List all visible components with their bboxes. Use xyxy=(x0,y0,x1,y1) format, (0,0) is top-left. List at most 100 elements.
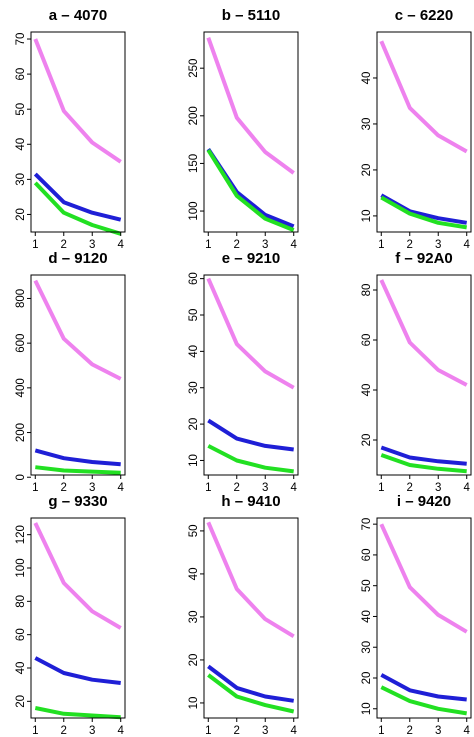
middle-series-line xyxy=(207,418,294,452)
x-tick-label: 1 xyxy=(32,725,38,737)
y-tick-label: 20 xyxy=(15,695,27,708)
y-tick-label: 40 xyxy=(361,384,373,397)
x-tick-label: 2 xyxy=(61,725,67,737)
x-tick-label: 1 xyxy=(378,482,384,494)
y-tick-label: 50 xyxy=(361,579,373,592)
middle-series-line xyxy=(207,664,294,703)
y-tick-label: 400 xyxy=(15,378,27,397)
x-tick-label: 1 xyxy=(205,482,211,494)
y-tick-label: 100 xyxy=(188,201,200,220)
y-tick-label: 20 xyxy=(361,164,373,177)
plot-frame xyxy=(203,517,299,719)
upper-series-line xyxy=(33,38,122,164)
lower-series-line xyxy=(206,149,295,232)
x-tick-label: 2 xyxy=(407,239,413,251)
x-tick-label: 2 xyxy=(407,482,413,494)
lower-series-line xyxy=(207,673,295,714)
y-tick-label: 50 xyxy=(188,525,200,538)
plot-frame xyxy=(30,517,126,719)
y-tick-label: 10 xyxy=(361,210,373,223)
x-tick-label: 4 xyxy=(118,482,125,494)
upper-series-line xyxy=(206,277,295,390)
x-tick-label: 4 xyxy=(118,239,125,251)
x-tick-label: 3 xyxy=(262,482,268,494)
y-tick-label: 10 xyxy=(188,454,200,467)
lower-series-line xyxy=(35,465,121,475)
upper-series-line xyxy=(33,279,122,381)
y-tick-label: 30 xyxy=(15,173,27,186)
y-tick-label: 30 xyxy=(188,381,200,394)
lower-series-line xyxy=(380,453,467,474)
panel-7: g – 9330 1 2 3 4 20 40 60 80 100 120 xyxy=(15,493,126,737)
y-tick-label: 30 xyxy=(361,118,373,131)
middle-series-line xyxy=(380,445,467,466)
lower-series-line xyxy=(380,685,468,716)
y-tick-label: 20 xyxy=(361,434,373,447)
y-tick-label: 70 xyxy=(361,518,373,531)
y-tick-label: 80 xyxy=(361,284,373,297)
y-tick-label: 40 xyxy=(361,72,373,85)
y-tick-label: 50 xyxy=(15,103,27,116)
panel-8: h – 9410 1 2 3 4 10 20 30 40 50 xyxy=(188,493,299,737)
plot-frame xyxy=(376,517,472,719)
y-tick-label: 150 xyxy=(188,154,200,173)
y-tick-label: 60 xyxy=(15,628,27,641)
y-tick-label: 10 xyxy=(361,702,373,715)
y-tick-label: 60 xyxy=(15,68,27,81)
panel-title: a – 4070 xyxy=(49,7,107,24)
y-tick-label: 40 xyxy=(188,568,200,581)
x-tick-label: 2 xyxy=(61,482,67,494)
x-tick-label: 4 xyxy=(464,725,471,737)
x-tick-label: 1 xyxy=(205,239,211,251)
y-tick-label: 30 xyxy=(188,611,200,624)
y-tick-label: 120 xyxy=(15,525,27,544)
y-tick-label: 20 xyxy=(361,672,373,685)
panel-title: h – 9410 xyxy=(221,493,280,510)
y-tick-label: 70 xyxy=(15,33,27,46)
panel-1: a – 4070 1 2 3 4 20 30 40 50 60 70 xyxy=(15,7,126,251)
upper-series-line xyxy=(206,37,295,175)
y-tick-label: 40 xyxy=(361,610,373,623)
plot-frame xyxy=(203,274,299,476)
panel-3: c – 6220 1 2 3 4 10 20 30 40 xyxy=(361,7,472,251)
y-tick-label: 800 xyxy=(15,289,27,308)
lower-series-line xyxy=(380,195,468,230)
upper-series-line xyxy=(379,523,468,634)
x-tick-label: 4 xyxy=(291,482,298,494)
y-tick-label: 40 xyxy=(15,662,27,675)
panel-title: g – 9330 xyxy=(48,493,107,510)
panel-title: c – 6220 xyxy=(395,7,453,24)
x-tick-label: 2 xyxy=(407,725,413,737)
y-tick-label: 40 xyxy=(15,138,27,151)
x-tick-label: 3 xyxy=(89,239,95,251)
panel-title: b – 5110 xyxy=(222,7,280,24)
middle-series-line xyxy=(34,448,121,467)
lower-series-line xyxy=(33,181,122,236)
y-tick-label: 20 xyxy=(15,208,27,221)
y-tick-label: 60 xyxy=(361,334,373,347)
plot-frame xyxy=(376,31,472,233)
panel-2: b – 5110 1 2 3 4 100 150 200 250 xyxy=(188,7,299,251)
y-tick-label: 250 xyxy=(188,59,200,78)
plot-frame xyxy=(376,274,472,476)
upper-series-line xyxy=(379,279,468,387)
panel-title: e – 9210 xyxy=(222,250,280,267)
x-tick-label: 3 xyxy=(262,725,268,737)
x-tick-label: 3 xyxy=(89,482,95,494)
x-tick-label: 1 xyxy=(32,239,38,251)
x-tick-label: 4 xyxy=(291,725,298,737)
y-tick-label: 30 xyxy=(361,641,373,654)
x-tick-label: 3 xyxy=(435,239,441,251)
x-tick-label: 1 xyxy=(32,482,38,494)
x-tick-label: 1 xyxy=(205,725,211,737)
plot-frame xyxy=(203,31,299,233)
middle-series-line xyxy=(380,673,467,702)
upper-series-line xyxy=(33,522,122,630)
y-tick-label: 0 xyxy=(15,474,27,480)
x-tick-label: 3 xyxy=(89,725,95,737)
x-tick-label: 2 xyxy=(61,239,67,251)
panel-4: d – 9120 1 2 3 4 0 200 400 600 800 xyxy=(15,250,126,494)
plot-frame xyxy=(30,31,126,233)
panel-5: e – 9210 1 2 3 4 10 20 30 40 50 60 xyxy=(188,250,299,494)
